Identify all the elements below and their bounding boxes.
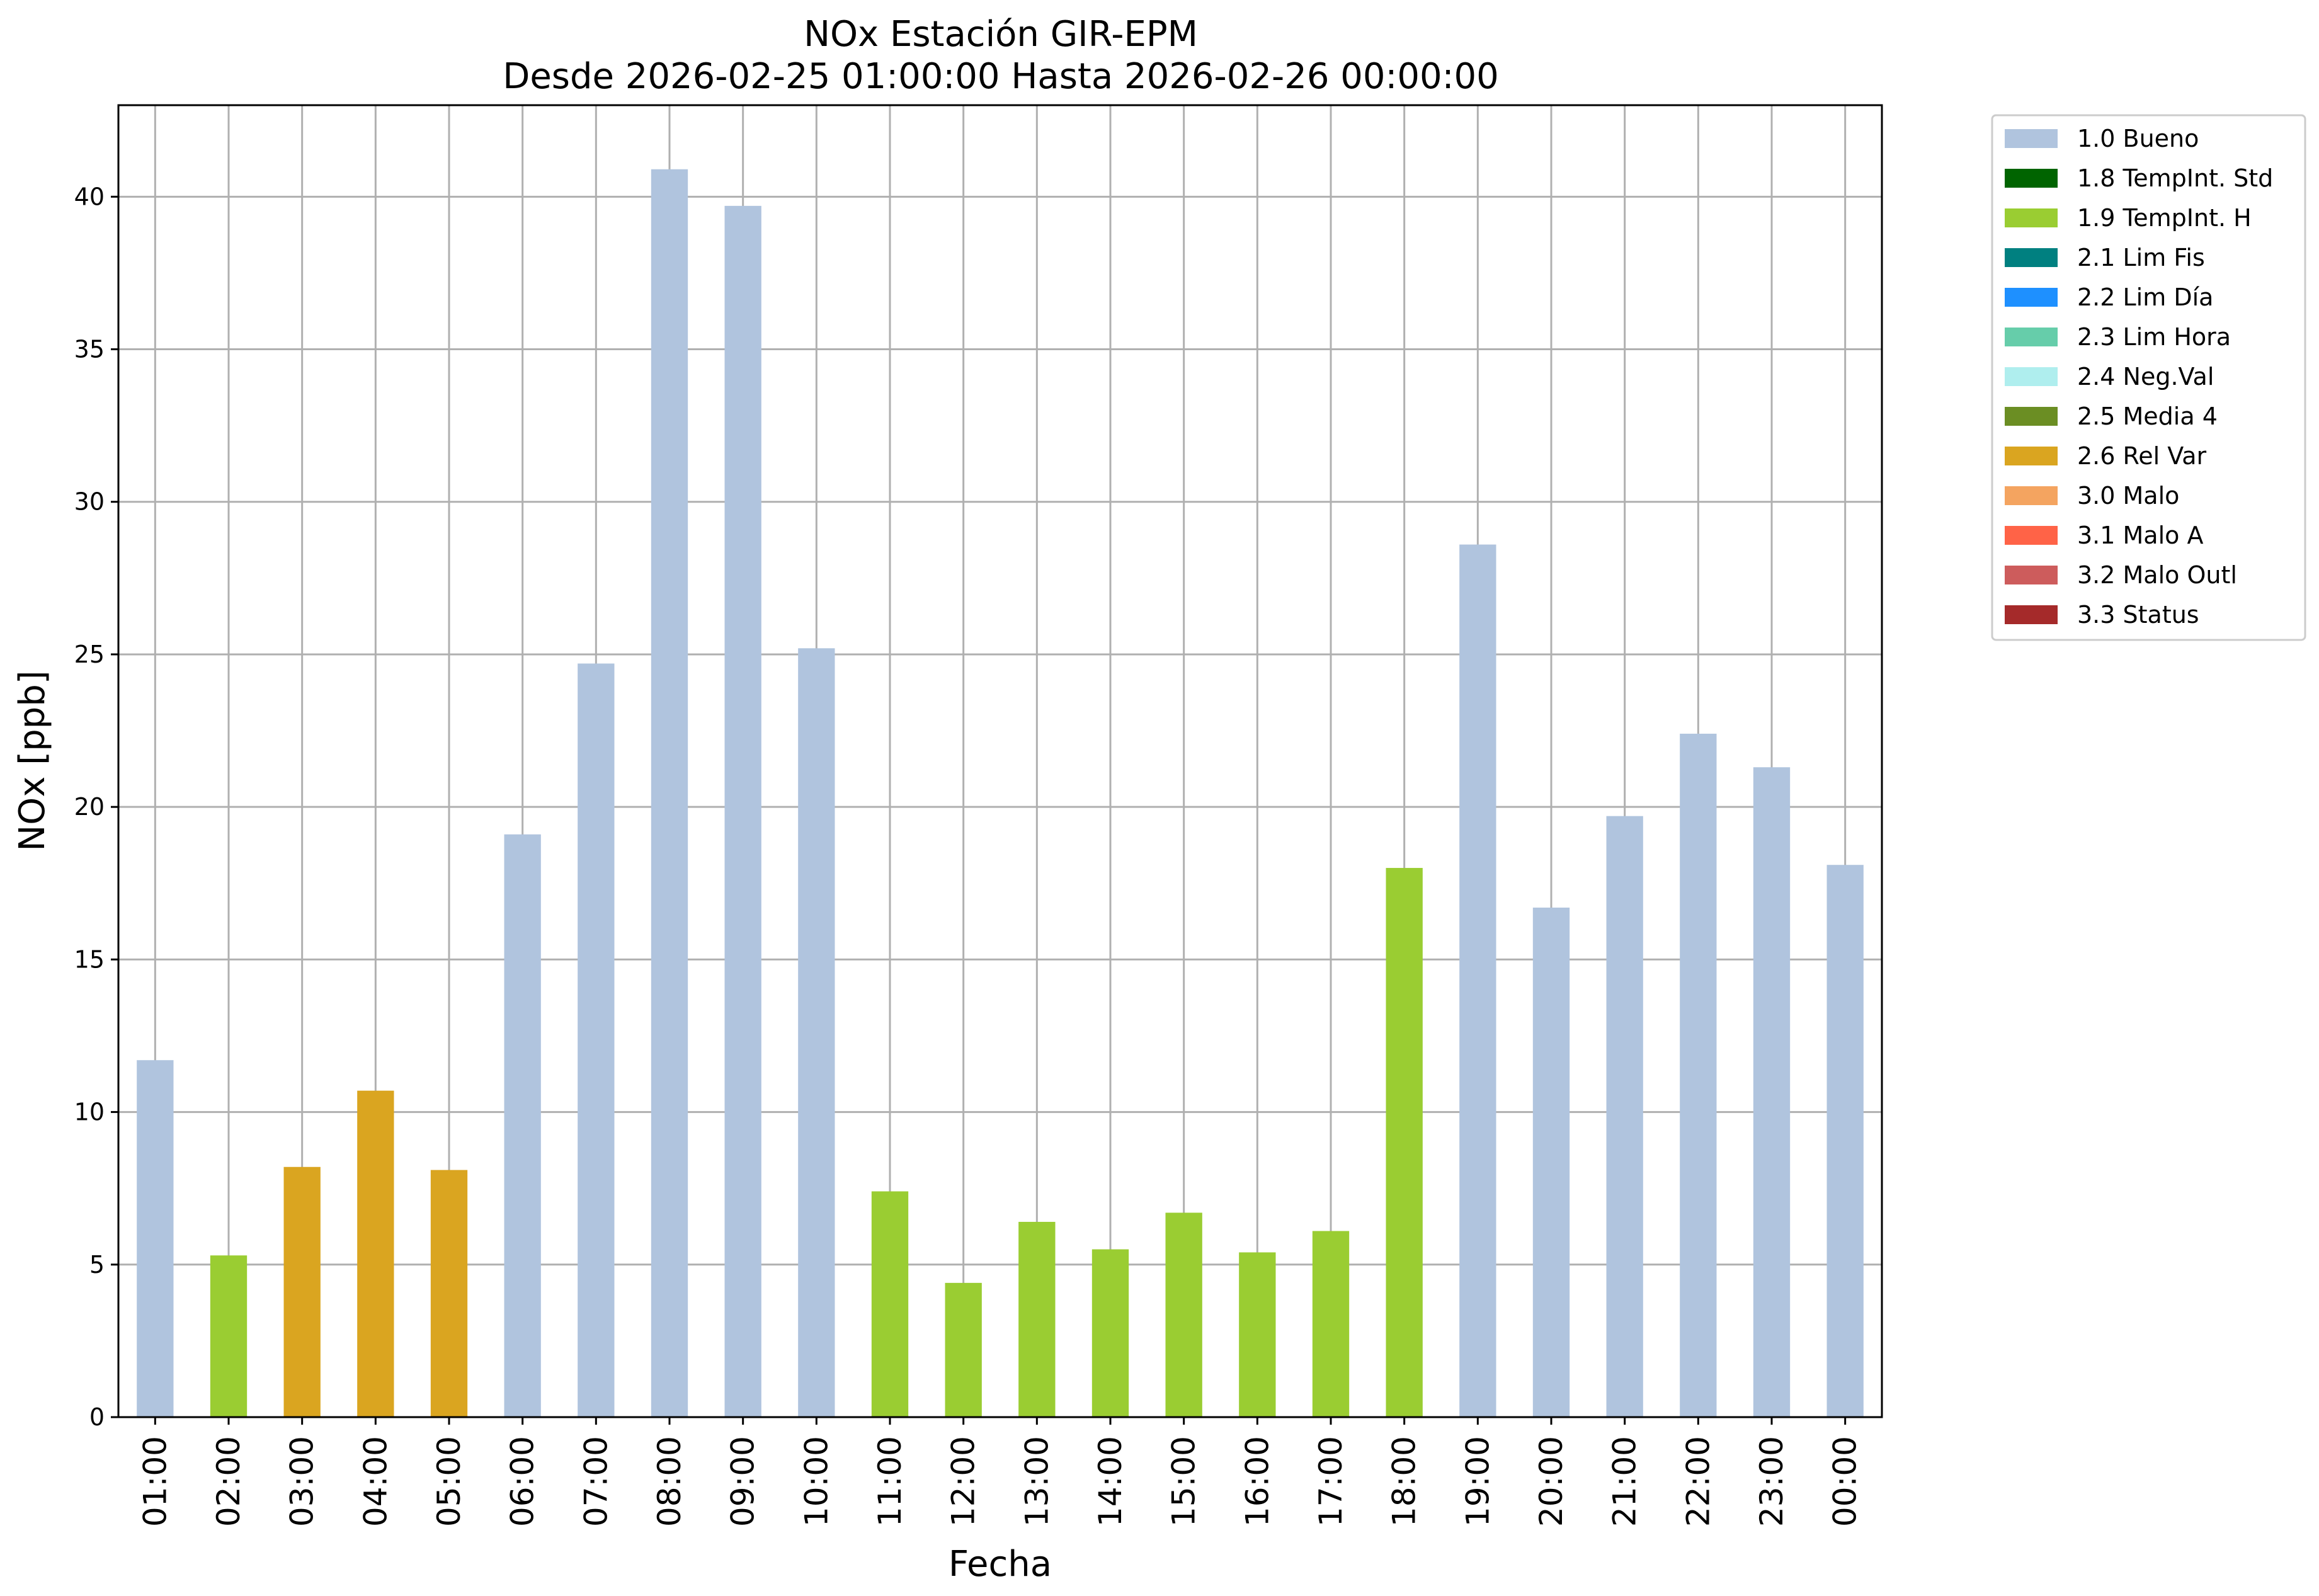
legend-swatch-2-3 bbox=[2005, 328, 2058, 346]
plot-frame bbox=[117, 104, 1883, 1418]
bar-2100 bbox=[1606, 816, 1643, 1417]
y-axis-label: NOx [ppb] bbox=[12, 670, 53, 851]
bar-1500 bbox=[1165, 1212, 1202, 1417]
y-tick-label: 25 bbox=[74, 641, 105, 668]
legend-swatch-1-0 bbox=[2005, 129, 2058, 148]
x-tick-label: 09:00 bbox=[725, 1436, 761, 1527]
bar-0600 bbox=[504, 834, 541, 1417]
bar-2000 bbox=[1532, 908, 1570, 1417]
y-tick-label: 0 bbox=[89, 1403, 105, 1431]
legend-label: 3.1 Malo A bbox=[2077, 522, 2203, 549]
x-tick-label: 08:00 bbox=[651, 1436, 688, 1527]
bar-1400 bbox=[1091, 1249, 1129, 1417]
legend-label: 1.0 Bueno bbox=[2077, 125, 2199, 152]
legend-label: 2.5 Media 4 bbox=[2077, 402, 2218, 430]
x-tick-label: 02:00 bbox=[210, 1436, 247, 1527]
bar-1200 bbox=[945, 1282, 982, 1417]
x-tick-label: 17:00 bbox=[1313, 1436, 1349, 1527]
bar-1300 bbox=[1018, 1221, 1056, 1417]
legend-label: 2.1 Lim Fis bbox=[2077, 244, 2205, 271]
chart-title: NOx Estación GIR-EPM bbox=[804, 14, 1198, 55]
y-tick-label: 20 bbox=[74, 793, 105, 821]
x-tick-label: 14:00 bbox=[1092, 1436, 1129, 1527]
x-tick-label: 03:00 bbox=[284, 1436, 321, 1527]
bar-1600 bbox=[1239, 1252, 1276, 1417]
x-axis-label: Fecha bbox=[949, 1544, 1052, 1585]
bar-1900 bbox=[1459, 544, 1496, 1418]
x-tick-label: 06:00 bbox=[504, 1436, 541, 1527]
x-tick-label: 13:00 bbox=[1018, 1436, 1055, 1527]
y-tick-label: 15 bbox=[74, 945, 105, 973]
legend-swatch-3-2 bbox=[2005, 566, 2058, 584]
legend-swatch-2-1 bbox=[2005, 248, 2058, 267]
x-tick-label: 12:00 bbox=[945, 1436, 982, 1527]
x-tick-label: 15:00 bbox=[1166, 1436, 1202, 1527]
x-tick-label: 11:00 bbox=[872, 1436, 908, 1527]
legend-label: 1.9 TempInt. H bbox=[2077, 204, 2252, 232]
y-tick-label: 30 bbox=[74, 488, 105, 516]
legend-label: 2.4 Neg.Val bbox=[2077, 363, 2214, 390]
chart-subtitle: Desde 2026-02-25 01:00:00 Hasta 2026-02-… bbox=[503, 56, 1499, 97]
legend-frame bbox=[1991, 114, 2306, 641]
bar-1800 bbox=[1386, 868, 1423, 1417]
legend-swatch-2-2 bbox=[2005, 288, 2058, 307]
legend-swatch-2-5 bbox=[2005, 407, 2058, 426]
legend-label: 3.2 Malo Outl bbox=[2077, 561, 2237, 589]
x-tick-label: 05:00 bbox=[431, 1436, 467, 1527]
bar-0900 bbox=[724, 205, 761, 1417]
x-tick-label: 22:00 bbox=[1680, 1436, 1716, 1527]
legend-swatch-2-6 bbox=[2005, 447, 2058, 465]
x-tick-label: 21:00 bbox=[1607, 1436, 1643, 1527]
x-tick-label: 01:00 bbox=[137, 1436, 173, 1527]
y-tick-label: 10 bbox=[74, 1098, 105, 1126]
bar-1000 bbox=[798, 648, 835, 1417]
x-tick-label: 10:00 bbox=[798, 1436, 835, 1527]
x-tick-label: 00:00 bbox=[1827, 1436, 1864, 1527]
bar-1100 bbox=[871, 1191, 909, 1417]
bar-2300 bbox=[1753, 767, 1791, 1417]
y-tick-label: 40 bbox=[74, 183, 105, 210]
legend-label: 3.3 Status bbox=[2077, 601, 2199, 629]
legend-swatch-1-9 bbox=[2005, 208, 2058, 227]
bars-group bbox=[137, 169, 1864, 1418]
bar-0800 bbox=[651, 169, 688, 1417]
x-tick-label: 16:00 bbox=[1239, 1436, 1275, 1527]
x-tick-label: 18:00 bbox=[1386, 1436, 1423, 1527]
legend-swatch-2-4 bbox=[2005, 367, 2058, 386]
bar-0500 bbox=[430, 1170, 468, 1417]
legend-label: 3.0 Malo bbox=[2077, 482, 2179, 510]
bar-0300 bbox=[283, 1166, 321, 1417]
x-tick-label: 19:00 bbox=[1459, 1436, 1496, 1527]
legend-label: 2.6 Rel Var bbox=[2077, 442, 2207, 470]
legend-swatch-1-8 bbox=[2005, 169, 2058, 188]
legend-label: 2.2 Lim Día bbox=[2077, 283, 2213, 311]
y-tick-label: 5 bbox=[89, 1251, 105, 1279]
bar-1700 bbox=[1312, 1231, 1350, 1417]
legend-swatch-3-3 bbox=[2005, 605, 2058, 624]
legend: 1.0 Bueno 1.8 TempInt. Std 1.9 TempInt. H 2… bbox=[1991, 114, 2306, 641]
x-tick-label: 07:00 bbox=[578, 1436, 614, 1527]
legend-swatch-3-0 bbox=[2005, 486, 2058, 505]
x-axis-ticks: 01:00 02:00 03:00 04:00 05:00 06:00 07:00 08:00… bbox=[137, 1417, 1864, 1527]
x-tick-label: 23:00 bbox=[1753, 1436, 1790, 1527]
y-axis-ticks: 0 5 10 15 20 25 30 35 40 bbox=[74, 183, 118, 1431]
legend-label: 1.8 TempInt. Std bbox=[2077, 164, 2273, 192]
bar-0400 bbox=[357, 1090, 394, 1417]
y-tick-label: 35 bbox=[74, 336, 105, 363]
bar-0100 bbox=[137, 1060, 174, 1417]
bar-2200 bbox=[1680, 733, 1717, 1417]
x-tick-label: 04:00 bbox=[357, 1436, 394, 1527]
legend-swatch-3-1 bbox=[2005, 526, 2058, 545]
x-tick-label: 20:00 bbox=[1533, 1436, 1570, 1527]
bar-0000 bbox=[1826, 865, 1864, 1417]
bar-0700 bbox=[578, 663, 615, 1417]
bar-0200 bbox=[210, 1255, 248, 1417]
legend-label: 2.3 Lim Hora bbox=[2077, 323, 2231, 351]
